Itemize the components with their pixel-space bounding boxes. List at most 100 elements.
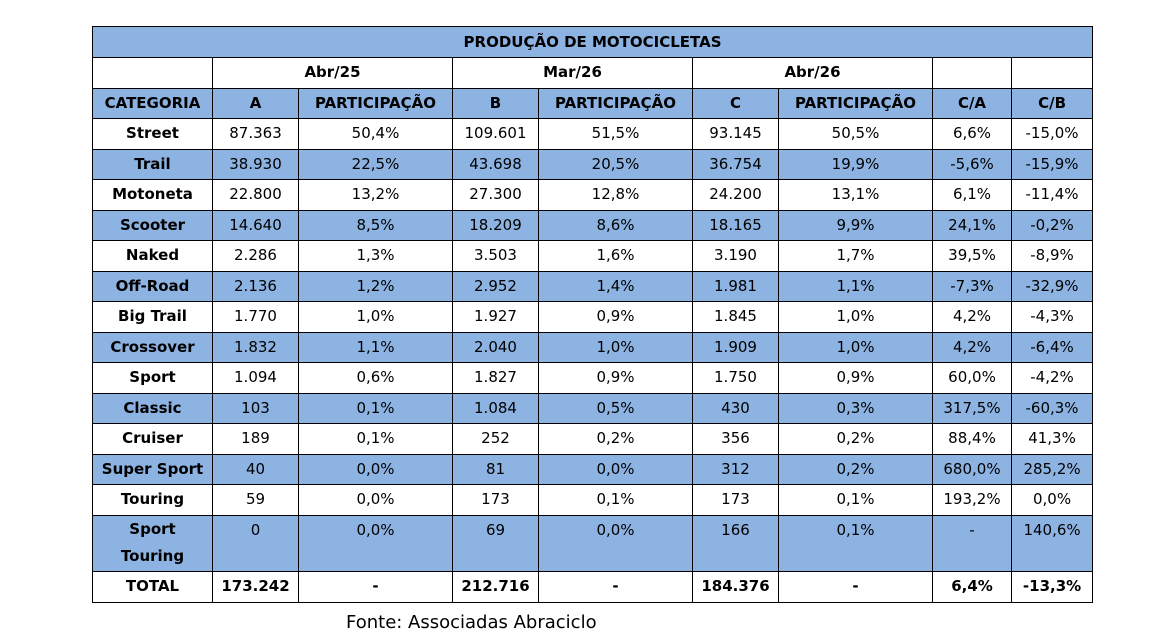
table-row: Scooter 14.640 8,5% 18.209 8,6% 18.165 9,9% 24,… <box>92 209 1094 241</box>
ratio-c-b-cell: 41,3% <box>1010 423 1094 455</box>
share-c-cell: 1,0% <box>778 301 933 333</box>
value-a-cell: 173.242 <box>212 570 299 603</box>
value-a-cell: 1.094 <box>212 362 299 394</box>
ratio-c-a-cell: 193,2% <box>932 484 1012 516</box>
period-label-abr26: Abr/26 <box>692 57 933 89</box>
share-b-cell: 1,0% <box>538 331 693 363</box>
value-c-cell: 430 <box>692 392 779 424</box>
share-c-cell: 13,1% <box>778 179 933 211</box>
value-c-cell: 184.376 <box>692 570 779 603</box>
value-a-cell: 59 <box>212 484 299 516</box>
share-a-cell: 0,1% <box>298 423 453 455</box>
category-cell: Sport <box>92 362 213 394</box>
source-note: Fonte: Associadas Abraciclo <box>346 612 597 633</box>
share-c-cell: 0,9% <box>778 362 933 394</box>
total-row: TOTAL 173.242-212.716-184.376-6,4% -13,3% <box>92 570 1094 603</box>
column-header-categoria: CATEGORIA <box>92 87 213 119</box>
value-a-cell: 38.930 <box>212 148 299 180</box>
value-b-cell: 81 <box>452 453 539 485</box>
category-cell: Off-Road <box>92 270 213 302</box>
share-b-cell: 0,9% <box>538 362 693 394</box>
value-b-cell: 43.698 <box>452 148 539 180</box>
share-b-cell: 8,6% <box>538 209 693 241</box>
share-a-cell: 8,5% <box>298 209 453 241</box>
ratio-c-b-cell: 285,2% <box>1010 453 1094 485</box>
category-cell: Naked <box>92 240 213 272</box>
table-row: Super Sport 40 0,0% 81 0,0% 312 0,2% 680,0% 285,… <box>92 453 1094 485</box>
value-a-cell: 2.286 <box>212 240 299 272</box>
production-table: PRODUÇÃO DE MOTOCICLETAS Abr/25 Mar/26 A… <box>91 26 1094 603</box>
value-a-cell: 2.136 <box>212 270 299 302</box>
value-b-cell: 1.084 <box>452 392 539 424</box>
category-cell: Motoneta <box>92 179 213 211</box>
share-c-cell: 9,9% <box>778 209 933 241</box>
category-cell: Classic <box>92 392 213 424</box>
table-row: Trail 38.930 22,5% 43.698 20,5% 36.754 19,9% -5… <box>92 148 1094 180</box>
value-b-cell: 173 <box>452 484 539 516</box>
share-c-cell: - <box>778 570 933 603</box>
table-row: Sport 1.094 0,6% 1.827 0,9% 1.750 0,9% 60,0% -4,… <box>92 362 1094 394</box>
value-a-cell: 22.800 <box>212 179 299 211</box>
value-b-cell: 212.716 <box>452 570 539 603</box>
ratio-c-a-cell: 6,1% <box>932 179 1012 211</box>
value-b-cell: 69 <box>452 514 539 572</box>
share-c-cell: 0,2% <box>778 423 933 455</box>
ratio-c-b-cell: -6,4% <box>1010 331 1094 363</box>
ratio-c-b-cell: -11,4% <box>1010 179 1094 211</box>
value-b-cell: 3.503 <box>452 240 539 272</box>
share-a-cell: 1,2% <box>298 270 453 302</box>
period-empty-cell <box>932 57 1012 89</box>
share-b-cell: 0,9% <box>538 301 693 333</box>
ratio-c-b-cell: -60,3% <box>1010 392 1094 424</box>
share-a-cell: 0,6% <box>298 362 453 394</box>
share-c-cell: 50,5% <box>778 118 933 150</box>
value-c-cell: 1.845 <box>692 301 779 333</box>
share-c-cell: 1,0% <box>778 331 933 363</box>
share-b-cell: 12,8% <box>538 179 693 211</box>
category-cell: Sport Touring <box>92 514 213 572</box>
value-c-cell: 1.750 <box>692 362 779 394</box>
share-c-cell: 1,1% <box>778 270 933 302</box>
ratio-c-a-cell: 6,4% <box>932 570 1012 603</box>
category-cell: Trail <box>92 148 213 180</box>
ratio-c-b-cell: 0,0% <box>1010 484 1094 516</box>
ratio-c-b-cell: -4,3% <box>1010 301 1094 333</box>
value-a-cell: 103 <box>212 392 299 424</box>
value-c-cell: 356 <box>692 423 779 455</box>
value-a-cell: 87.363 <box>212 118 299 150</box>
ratio-c-b-cell: -15,0% <box>1010 118 1094 150</box>
table-row: Touring 59 0,0% 173 0,1% 173 0,1% 193,2% 0,0% <box>92 484 1094 516</box>
share-a-cell: 0,1% <box>298 392 453 424</box>
share-b-cell: 0,0% <box>538 514 693 572</box>
ratio-c-a-cell: 680,0% <box>932 453 1012 485</box>
value-a-cell: 1.832 <box>212 331 299 363</box>
value-b-cell: 27.300 <box>452 179 539 211</box>
table-row: Motoneta 22.800 13,2% 27.300 12,8% 24.200 13,1… <box>92 179 1094 211</box>
table-row: Crossover 1.832 1,1% 2.040 1,0% 1.909 1,0% 4,2%… <box>92 331 1094 363</box>
column-header-c: C <box>692 87 779 119</box>
category-cell: Super Sport <box>92 453 213 485</box>
share-b-cell: - <box>538 570 693 603</box>
value-c-cell: 36.754 <box>692 148 779 180</box>
column-header-participacao-a: PARTICIPAÇÃO <box>298 87 453 119</box>
value-a-cell: 0 <box>212 514 299 572</box>
share-c-cell: 1,7% <box>778 240 933 272</box>
share-a-cell: 50,4% <box>298 118 453 150</box>
category-cell: Cruiser <box>92 423 213 455</box>
value-b-cell: 2.040 <box>452 331 539 363</box>
category-cell: Big Trail <box>92 301 213 333</box>
value-c-cell: 1.909 <box>692 331 779 363</box>
period-empty-cell <box>1010 57 1094 89</box>
share-c-cell: 0,1% <box>778 514 933 572</box>
share-b-cell: 1,6% <box>538 240 693 272</box>
value-c-cell: 173 <box>692 484 779 516</box>
ratio-c-b-cell: -8,9% <box>1010 240 1094 272</box>
value-a-cell: 14.640 <box>212 209 299 241</box>
column-header-c-a: C/A <box>932 87 1012 119</box>
share-a-cell: 0,0% <box>298 484 453 516</box>
ratio-c-a-cell: - <box>932 514 1012 572</box>
share-b-cell: 0,5% <box>538 392 693 424</box>
column-header-a: A <box>212 87 299 119</box>
value-b-cell: 252 <box>452 423 539 455</box>
value-c-cell: 18.165 <box>692 209 779 241</box>
